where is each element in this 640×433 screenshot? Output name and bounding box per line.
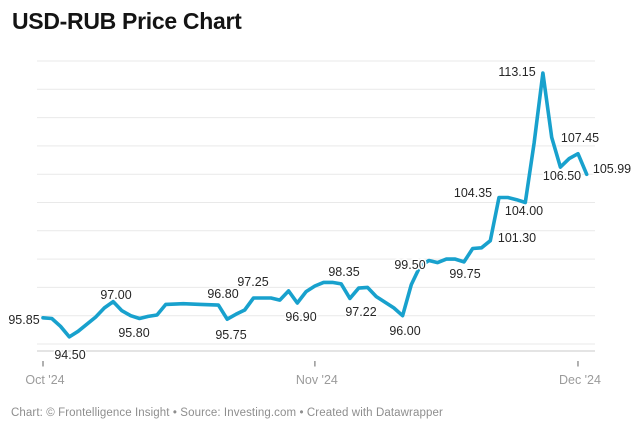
data-point-label: 104.35	[454, 186, 492, 200]
data-point-label: 96.90	[285, 310, 316, 324]
price-line	[41, 71, 589, 339]
data-point-label: 95.75	[215, 328, 246, 342]
data-point-label: 95.80	[118, 326, 149, 340]
data-point-label: 101.30	[498, 231, 536, 245]
data-point-label: 99.75	[449, 267, 480, 281]
data-point-label: 104.00	[505, 204, 543, 218]
x-axis-label: Dec '24	[559, 373, 601, 387]
data-point-label: 97.25	[237, 275, 268, 289]
data-point-label: 105.99	[593, 162, 631, 176]
chart-title: USD-RUB Price Chart	[12, 8, 242, 34]
data-point-label: 98.35	[328, 265, 359, 279]
x-axis-label: Oct '24	[25, 373, 64, 387]
data-point-label: 96.00	[389, 324, 420, 338]
x-axis-label: Nov '24	[296, 373, 338, 387]
data-point-label: 99.50	[394, 258, 425, 272]
chart-footer-attribution: Chart: © Frontelligence Insight • Source…	[11, 407, 443, 419]
data-point-label: 97.22	[345, 305, 376, 319]
data-point-label: 113.15	[498, 65, 535, 79]
data-point-label: 94.50	[54, 348, 85, 362]
data-point-label: 97.00	[100, 288, 131, 302]
data-point-label: 106.50	[543, 169, 581, 183]
data-point-label: 96.80	[207, 287, 238, 301]
data-point-label: 95.85	[8, 313, 39, 327]
data-point-label: 107.45	[561, 131, 599, 145]
